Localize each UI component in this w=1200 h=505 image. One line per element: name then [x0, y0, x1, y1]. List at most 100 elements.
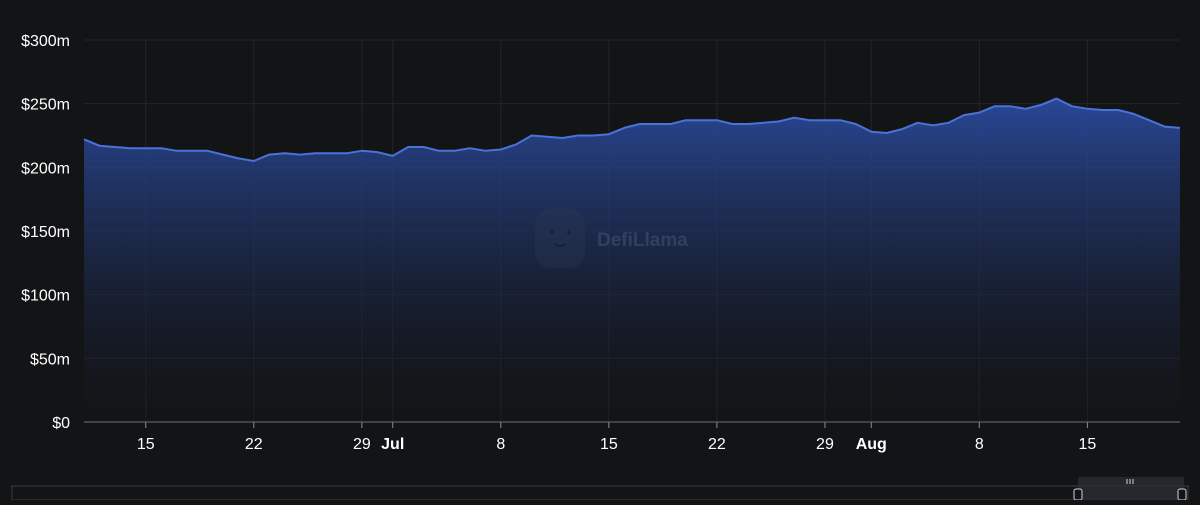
data-point: [915, 120, 921, 126]
data-point: [760, 120, 766, 126]
range-slider-window[interactable]: [1078, 477, 1184, 500]
data-point: [297, 152, 303, 158]
data-point: [853, 121, 859, 127]
data-point: [946, 120, 952, 126]
data-point: [884, 130, 890, 136]
series-line: [83, 97, 1181, 162]
data-point: [405, 144, 411, 150]
x-tick-label: 29: [353, 436, 371, 453]
data-point: [637, 121, 643, 127]
x-tick-label: 22: [708, 436, 726, 453]
data-point: [158, 145, 164, 151]
data-point: [96, 143, 102, 149]
data-point: [822, 117, 828, 123]
data-point: [513, 141, 519, 147]
data-point: [606, 131, 612, 137]
data-point: [621, 125, 627, 131]
data-point: [807, 117, 813, 123]
data-point: [560, 135, 566, 141]
data-point: [714, 117, 720, 123]
x-tick-label: 8: [975, 436, 984, 453]
data-point: [1131, 111, 1137, 117]
y-tick-label: $50m: [30, 351, 70, 368]
data-point: [174, 148, 180, 154]
x-tick-label: 29: [816, 436, 834, 453]
data-point: [544, 134, 550, 140]
data-point: [776, 119, 782, 125]
data-point: [235, 155, 241, 161]
llama-logo-icon: [535, 206, 585, 268]
data-point: [313, 150, 319, 156]
data-point: [868, 129, 874, 135]
defillama-watermark: DefiLlama: [535, 206, 688, 268]
data-point: [976, 110, 982, 116]
data-point: [745, 121, 751, 127]
y-tick-label: $200m: [21, 160, 70, 177]
y-tick-label: $0: [52, 415, 70, 432]
y-tick-label: $250m: [21, 97, 70, 114]
data-point: [205, 148, 211, 154]
data-point: [1054, 96, 1060, 102]
data-point: [668, 121, 674, 127]
data-point: [791, 115, 797, 121]
area-series: [81, 96, 1181, 422]
x-tick-label: 8: [496, 436, 505, 453]
y-tick-label: $100m: [21, 288, 70, 305]
data-point: [127, 145, 133, 151]
data-point: [282, 150, 288, 156]
data-point: [436, 148, 442, 154]
data-point: [899, 126, 905, 132]
data-point: [590, 133, 596, 139]
data-point: [112, 144, 118, 150]
data-point: [1100, 107, 1106, 113]
data-point: [699, 117, 705, 123]
data-point: [1038, 102, 1044, 108]
data-point: [251, 158, 257, 164]
data-point: [220, 152, 226, 158]
data-point: [1162, 124, 1168, 130]
data-point: [575, 133, 581, 139]
range-slider[interactable]: [11, 477, 1189, 501]
data-point: [729, 121, 735, 127]
data-point: [992, 103, 998, 109]
x-tick-label: 22: [245, 436, 263, 453]
data-point: [390, 153, 396, 159]
data-point: [930, 122, 936, 128]
data-point: [482, 148, 488, 154]
data-point: [1023, 106, 1029, 112]
data-point: [328, 150, 334, 156]
data-point: [421, 144, 427, 150]
data-point: [81, 136, 87, 142]
x-axis: 15 22 29 Jul 8 15 22 29 Aug 8 15: [84, 421, 1180, 453]
data-point: [498, 147, 504, 153]
data-point: [266, 152, 272, 158]
data-point: [529, 133, 535, 139]
x-tick-label: Jul: [381, 436, 404, 453]
range-slider-track[interactable]: [11, 485, 1189, 501]
data-point: [1007, 103, 1013, 109]
data-point: [374, 149, 380, 155]
data-point: [343, 150, 349, 156]
y-axis: $0 $50m $100m $150m $200m $250m $300m: [21, 33, 70, 432]
data-point: [961, 112, 967, 118]
data-point: [1146, 117, 1152, 123]
y-tick-label: $150m: [21, 224, 70, 241]
data-point: [143, 145, 149, 151]
data-point: [1069, 103, 1075, 109]
x-tick-label: 15: [600, 436, 618, 453]
area-fill: [84, 98, 1180, 422]
range-slider-left-handle[interactable]: [1073, 488, 1083, 501]
range-slider-grip-icon[interactable]: [1126, 479, 1134, 484]
data-point: [1084, 106, 1090, 112]
x-tick-label: 15: [1078, 436, 1096, 453]
data-point: [1115, 107, 1121, 113]
range-slider-right-handle[interactable]: [1177, 488, 1187, 501]
data-point: [467, 145, 473, 151]
data-point: [452, 148, 458, 154]
y-tick-label: $300m: [21, 33, 70, 50]
data-point: [652, 121, 658, 127]
x-tick-label: Aug: [856, 436, 887, 453]
data-point: [683, 117, 689, 123]
